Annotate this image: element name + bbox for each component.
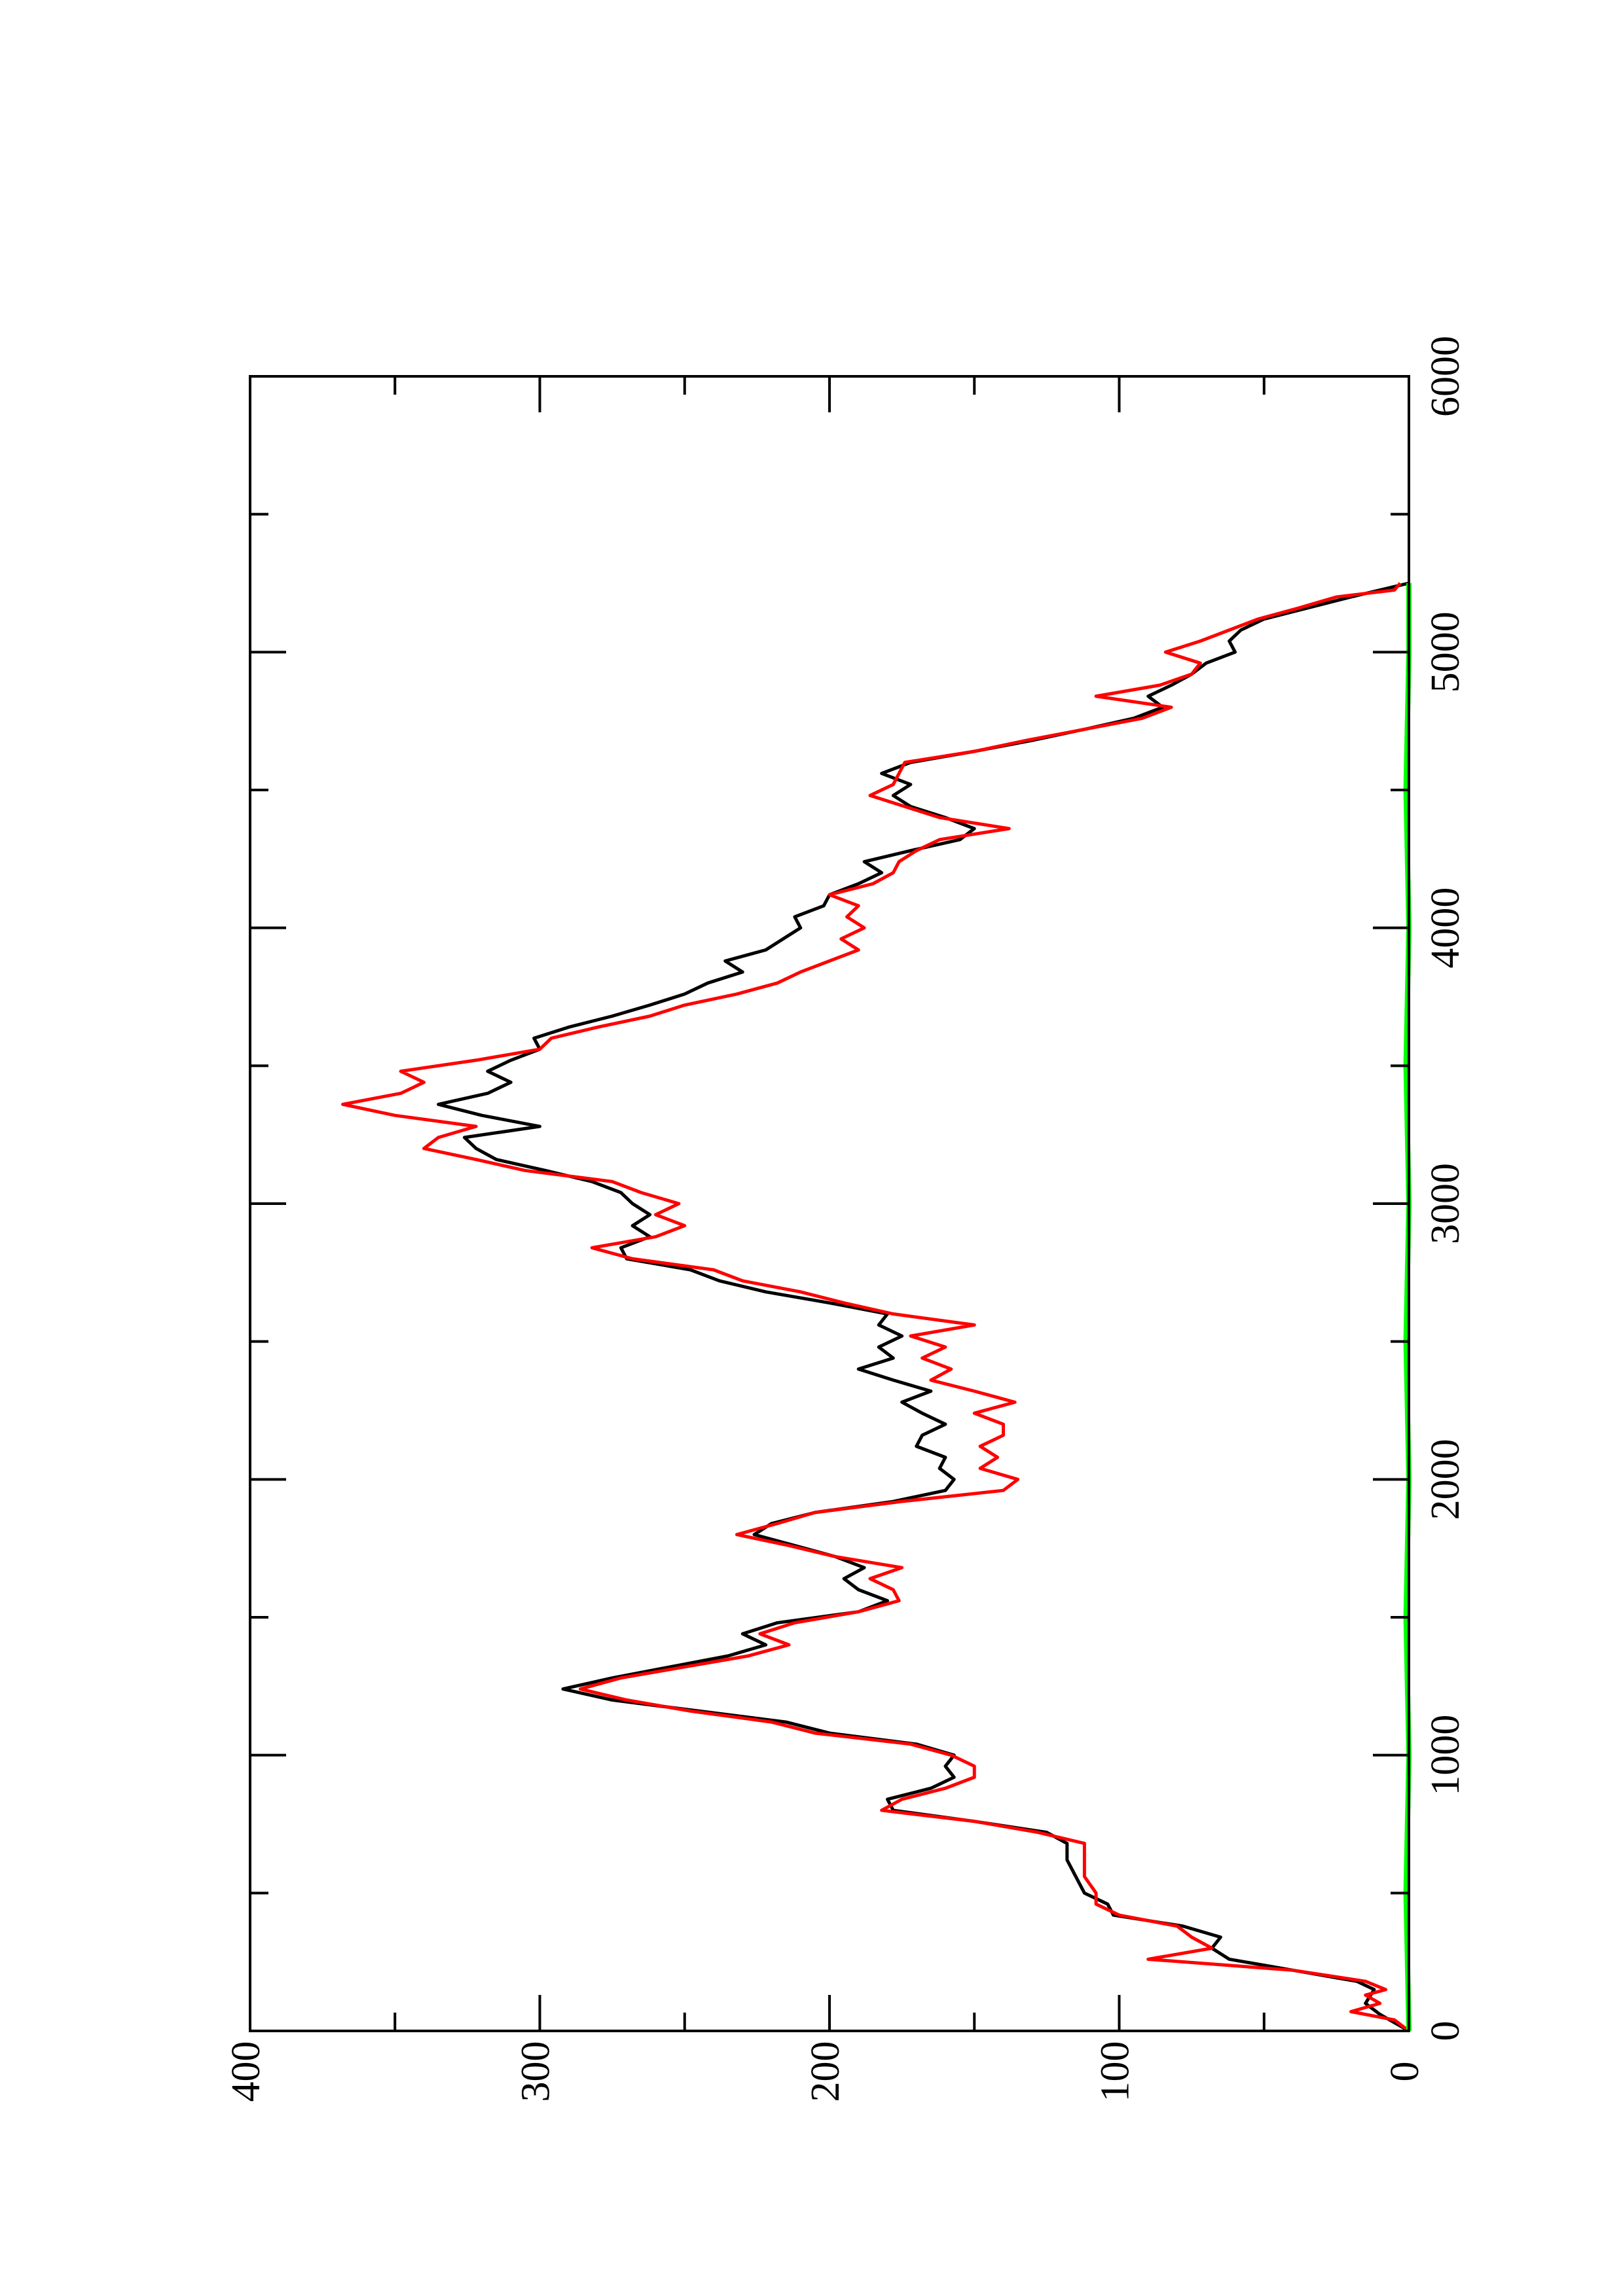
y-tick-label: 200 — [803, 2041, 848, 2102]
plot-frame — [249, 375, 1410, 2032]
y-tick-label: 0 — [1383, 2062, 1427, 2082]
x-tick-label: 3000 — [1423, 1163, 1468, 1244]
y-tick-label: 300 — [514, 2041, 558, 2102]
y-tick-label: 400 — [224, 2041, 268, 2102]
x-axis-ticks: 0 1000 2000 3000 4000 5000 6000 — [250, 336, 1468, 2041]
x-tick-label: 5000 — [1423, 611, 1468, 692]
x-tick-label: 6000 — [1423, 336, 1468, 417]
series-line-2 — [341, 582, 1410, 2032]
y-tick-label: 100 — [1093, 2041, 1138, 2102]
x-tick-label: 1000 — [1423, 1715, 1468, 1796]
x-tick-label: 4000 — [1423, 888, 1468, 969]
x-tick-label: 0 — [1423, 2021, 1468, 2041]
series-line-1 — [437, 581, 1410, 2033]
y-axis-ticks: 0 100 200 300 400 — [224, 376, 1427, 2102]
x-tick-label: 2000 — [1423, 1439, 1468, 1520]
plot-lines — [341, 581, 1412, 2033]
